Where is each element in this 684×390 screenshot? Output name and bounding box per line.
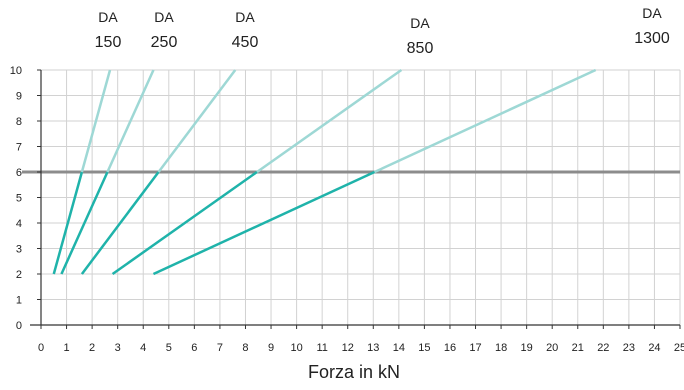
series-line-upper [374, 68, 597, 174]
x-tick-label: 25 [674, 342, 684, 354]
x-tick-label: 13 [367, 342, 379, 354]
x-tick-label: 23 [623, 342, 635, 354]
y-tick-label: 9 [16, 91, 22, 103]
x-tick-label: 20 [546, 342, 558, 354]
y-tick-label: 10 [10, 65, 22, 77]
series-line-upper [106, 69, 155, 173]
x-tick-label: 24 [648, 342, 660, 354]
series-label-prefix: DA [410, 15, 430, 31]
x-tick-label: 21 [572, 342, 584, 354]
x-tick-label: 9 [268, 342, 274, 354]
series-line-lower [111, 170, 258, 276]
series-line-upper [80, 69, 112, 173]
x-tick-label: 17 [469, 342, 481, 354]
series-line-lower [60, 171, 109, 275]
y-tick-label: 3 [16, 244, 22, 256]
x-tick-label: 5 [166, 342, 172, 354]
x-tick-label: 14 [393, 342, 405, 354]
y-tick-label: 0 [16, 320, 22, 332]
series-labels: DA 150 DA 250 DA 450 DA 850 DA 1300 [95, 5, 670, 57]
x-tick-label: 4 [140, 342, 146, 354]
series-label-value: 150 [95, 34, 122, 51]
series-label-prefix: DA [98, 9, 118, 25]
x-tick-label: 3 [115, 342, 121, 354]
series-line-upper [256, 68, 403, 174]
x-tick-label: 7 [217, 342, 223, 354]
x-tick-label: 15 [418, 342, 430, 354]
series-line-upper [157, 69, 237, 173]
y-tick-label: 8 [16, 116, 22, 128]
series-line-lower [52, 171, 84, 275]
x-tick-label: 12 [342, 342, 354, 354]
y-tick-label: 7 [16, 142, 22, 154]
x-tick-label: 18 [495, 342, 507, 354]
x-tick-label: 8 [242, 342, 248, 354]
series-line-lower [152, 170, 376, 276]
series-line-lower [80, 171, 160, 275]
series-group [52, 68, 597, 276]
x-tick-label: 0 [38, 342, 44, 354]
y-tick-label: 1 [16, 295, 22, 307]
x-tick-label: 11 [316, 342, 327, 354]
x-tick-label: 2 [89, 342, 95, 354]
y-tick-label: 5 [16, 193, 22, 205]
series-label-value: 850 [407, 40, 434, 57]
x-tick-label: 10 [290, 342, 302, 354]
x-tick-label: 1 [63, 342, 69, 354]
y-tick-label: 2 [16, 269, 22, 281]
x-tick-label: 22 [597, 342, 609, 354]
x-axis-label: Forza in kN [308, 362, 400, 382]
series-label-prefix: DA [154, 9, 174, 25]
series-label-value: 1300 [634, 30, 670, 47]
y-tick-label: 4 [16, 218, 22, 230]
series-label-prefix: DA [235, 9, 255, 25]
x-tick-label: 16 [444, 342, 456, 354]
series-label-value: 250 [151, 34, 178, 51]
series-label-prefix: DA [642, 5, 662, 21]
y-tick-label: 6 [16, 167, 22, 179]
x-tick-label: 19 [521, 342, 533, 354]
x-tick-label: 6 [191, 342, 197, 354]
series-label-value: 450 [232, 34, 259, 51]
axes: 0 1 2 3 4 5 6 7 8 9 10 11 12 13 14 15 16 17 18 19 20 21 22 23 24… [10, 65, 684, 354]
